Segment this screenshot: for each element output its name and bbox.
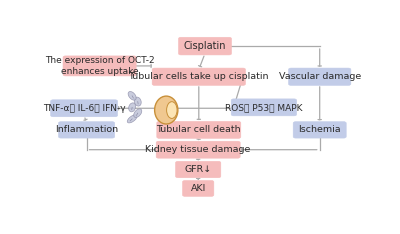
Text: The expression of OCT-2
enhances uptake: The expression of OCT-2 enhances uptake	[45, 56, 154, 76]
FancyBboxPatch shape	[288, 68, 351, 85]
Text: Cisplatin: Cisplatin	[184, 41, 226, 51]
Text: Kidney tissue damage: Kidney tissue damage	[146, 145, 251, 154]
FancyBboxPatch shape	[182, 180, 214, 196]
FancyBboxPatch shape	[51, 100, 118, 117]
Ellipse shape	[166, 102, 177, 118]
FancyBboxPatch shape	[58, 122, 115, 138]
Ellipse shape	[127, 115, 137, 123]
Text: GFR↓: GFR↓	[184, 165, 212, 174]
Ellipse shape	[134, 97, 141, 106]
FancyBboxPatch shape	[293, 122, 346, 138]
Ellipse shape	[128, 91, 136, 100]
FancyBboxPatch shape	[156, 141, 240, 158]
FancyBboxPatch shape	[231, 99, 297, 116]
FancyBboxPatch shape	[157, 121, 241, 138]
FancyBboxPatch shape	[176, 161, 221, 178]
FancyBboxPatch shape	[178, 37, 232, 55]
FancyBboxPatch shape	[152, 68, 246, 85]
Text: Tubular cell death: Tubular cell death	[156, 125, 241, 134]
Text: ROS， P53， MAPK: ROS， P53， MAPK	[225, 103, 303, 112]
Text: Inflammation: Inflammation	[55, 125, 118, 134]
Ellipse shape	[129, 103, 136, 112]
Ellipse shape	[155, 96, 178, 124]
Text: Vascular damage: Vascular damage	[278, 72, 361, 81]
Text: Ischemia: Ischemia	[298, 125, 341, 134]
Ellipse shape	[134, 109, 142, 117]
Text: Tubular cells take up cisplatin: Tubular cells take up cisplatin	[128, 72, 269, 81]
Text: AKI: AKI	[190, 184, 206, 193]
FancyBboxPatch shape	[63, 56, 136, 76]
Text: TNF-α， IL-6， IFN-γ: TNF-α， IL-6， IFN-γ	[43, 104, 126, 113]
